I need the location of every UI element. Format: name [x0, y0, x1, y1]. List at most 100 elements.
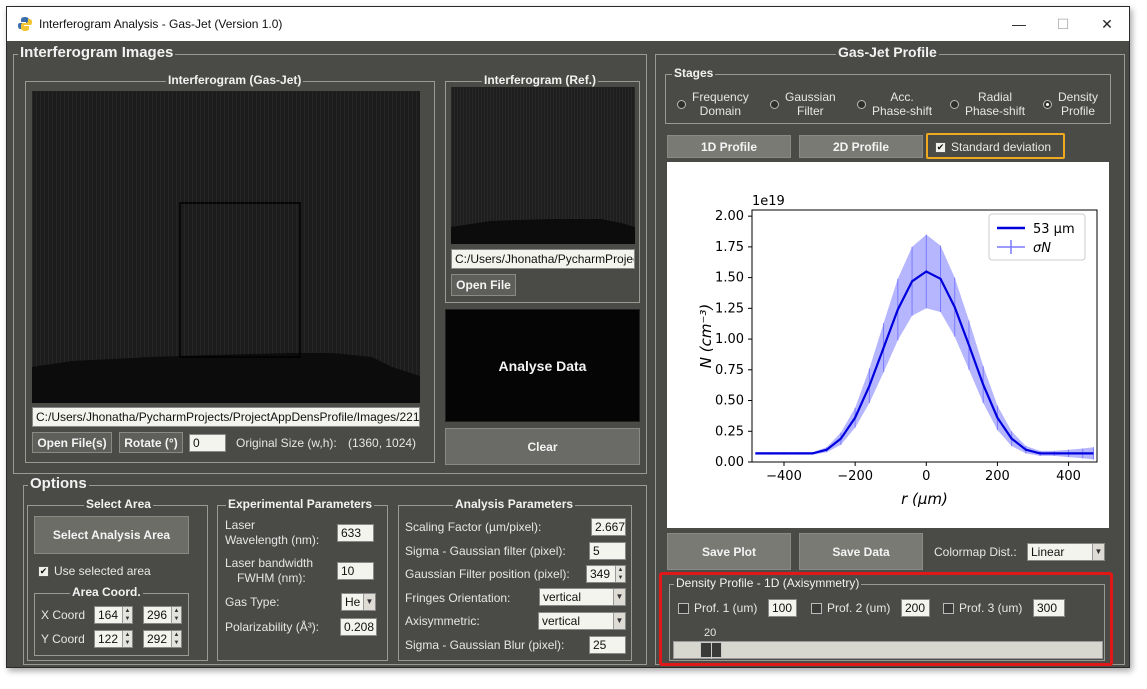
clear-button[interactable]: Clear: [445, 428, 640, 465]
x-coord-label: X Coord: [41, 608, 86, 622]
prof1-checkbox[interactable]: Prof. 1 (um): [678, 601, 757, 615]
prof1-check-icon: [678, 602, 689, 614]
open-files-button[interactable]: Open File(s): [32, 432, 112, 453]
interferogram-images-title: Interferogram Images: [18, 44, 176, 61]
chevron-down-icon: ▼: [613, 589, 625, 605]
legend-box: [988, 213, 1086, 261]
profile-slider-handle[interactable]: [700, 642, 722, 659]
stage-density-profile-radio[interactable]: Density Profile: [1043, 90, 1098, 118]
python-app-icon: [18, 17, 32, 31]
prof3-field[interactable]: 300: [1033, 599, 1065, 617]
ref-interferogram-image[interactable]: [451, 87, 635, 244]
original-size-label: Original Size (w,h):: [236, 436, 337, 450]
fringes-orientation-select[interactable]: vertical ▼: [539, 588, 626, 606]
legend-label-series: 53 µm: [1033, 222, 1075, 237]
polarizability-field[interactable]: 0.208: [340, 618, 377, 636]
prof1-field[interactable]: 100: [768, 599, 797, 617]
use-selected-area-checkbox[interactable]: ✔ Use selected area: [38, 564, 151, 578]
stage-gaussian-filter-radio[interactable]: Gaussian Filter: [770, 90, 836, 118]
standard-deviation-checkbox[interactable]: ✔ Standard deviation: [935, 140, 1051, 154]
gas-type-select[interactable]: He ▼: [341, 593, 376, 611]
y-tick-label: 0.75: [715, 363, 744, 378]
scaling-factor-field[interactable]: 2.667: [591, 518, 626, 536]
gasjet-profile-title: Gas-Jet Profile: [836, 44, 939, 60]
minimize-icon[interactable]: —: [1012, 16, 1026, 32]
standard-deviation-highlight: [926, 133, 1065, 159]
density-profile-1d-title: Density Profile - 1D (Axisymmetry): [674, 576, 862, 590]
radio-dot-icon: [950, 99, 959, 109]
x-axis-label: r (µm): [901, 490, 948, 508]
y-tick-label: 0.50: [715, 394, 744, 409]
stage-radial-phase-shift-radio[interactable]: Radial Phase-shift: [950, 90, 1025, 118]
prof3-checkbox[interactable]: Prof. 3 (um): [943, 601, 1022, 615]
y-coord-max-spinner[interactable]: 292 ▲ ▼: [143, 630, 182, 648]
density-series-line: [755, 270, 1094, 455]
sigma-gaussian-blur-field[interactable]: 25: [589, 636, 626, 654]
experimental-parameters-group: Experimental Parameters: [217, 497, 388, 661]
gasjet-path-field[interactable]: C:/Users/Jhonatha/PycharmProjects/Projec…: [32, 407, 420, 427]
standard-deviation-check-icon: ✔: [935, 141, 946, 153]
analyse-data-button[interactable]: Analyse Data: [445, 309, 640, 422]
stages-title: Stages: [672, 66, 716, 80]
stages-group: Stages: [665, 66, 1111, 124]
axisymmetric-select[interactable]: vertical ▼: [538, 612, 626, 630]
prof2-checkbox[interactable]: Prof. 2 (um): [811, 601, 890, 615]
title-bar: Interferogram Analysis - Gas-Jet (Versio…: [7, 7, 1129, 41]
x-tick-label: 200: [985, 469, 1010, 484]
use-selected-area-check-icon: ✔: [38, 565, 49, 577]
rotate-angle-field[interactable]: 0: [189, 434, 226, 452]
bandwidth-label-2: FWHM (nm):: [237, 571, 306, 585]
prof1-label: Prof. 1 (um): [694, 601, 758, 615]
x-tick-label: 400: [1056, 469, 1081, 484]
prof2-field[interactable]: 200: [901, 599, 930, 617]
chevron-down-icon: ▼: [363, 594, 375, 610]
y-coord-label: Y Coord: [41, 632, 85, 646]
area-coord-title: Area Coord.: [70, 585, 143, 599]
experimental-parameters-title: Experimental Parameters: [226, 497, 375, 511]
y-tick-label: 0.00: [715, 455, 744, 470]
gasjet-image-graphic: [32, 91, 420, 403]
y-coord-min-spinner[interactable]: 122 ▲ ▼: [94, 630, 133, 648]
density-plot-area[interactable]: −400 −200 0 200 400 0.00 0.25 0.50 0.75 1.00 1.25 1…: [667, 162, 1109, 528]
2d-profile-button[interactable]: 2D Profile: [799, 135, 923, 158]
scaling-factor-label: Scaling Factor (µm/pixel):: [405, 520, 542, 534]
gasjet-interferogram-image[interactable]: [32, 91, 420, 403]
radio-dot-selected-icon: [1043, 99, 1052, 109]
profile-slider-track[interactable]: [673, 641, 1103, 659]
y-tick-label: 0.25: [715, 424, 744, 439]
sigma-gaussian-filter-field[interactable]: 5: [589, 542, 626, 560]
analysis-parameters-title: Analysis Parameters: [453, 497, 576, 511]
wavelength-label-1: Laser: [225, 518, 256, 532]
gaussian-filter-position-spinner[interactable]: 349 ▲ ▼: [586, 565, 626, 583]
y-offset-label: 1e19: [752, 194, 785, 209]
close-icon[interactable]: ✕: [1101, 15, 1113, 32]
save-data-button[interactable]: Save Data: [799, 533, 923, 570]
colormap-dist-select[interactable]: Linear ▼: [1027, 543, 1105, 561]
area-coord-group: Area Coord.: [34, 585, 189, 656]
prof2-label: Prof. 2 (um): [827, 601, 891, 615]
chevron-down-icon: ▼: [1092, 544, 1104, 560]
analysis-parameters-group: Analysis Parameters: [398, 497, 632, 661]
ref-group: Interferogram (Ref.): [445, 73, 640, 303]
open-file-button[interactable]: Open File: [451, 274, 516, 296]
wavelength-field[interactable]: 633: [337, 524, 374, 542]
rotate-button[interactable]: Rotate (°): [119, 432, 183, 453]
maximize-icon[interactable]: ☐: [1056, 15, 1070, 32]
y-axis-label: N (cm⁻³): [697, 304, 715, 368]
stage-acc-phase-shift-radio[interactable]: Acc. Phase-shift: [857, 90, 932, 118]
x-tick-label: −400: [766, 469, 802, 484]
stage-frequency-domain-radio[interactable]: Frequency Domain: [677, 90, 749, 118]
original-size-value: (1360, 1024): [348, 436, 417, 450]
bandwidth-field[interactable]: 10: [337, 562, 374, 580]
x-coord-max-spinner[interactable]: 296 ▲ ▼: [143, 606, 182, 624]
density-profile-highlight: [659, 572, 1113, 666]
save-plot-button[interactable]: Save Plot: [667, 533, 791, 570]
x-coord-min-spinner[interactable]: 164 ▲ ▼: [94, 606, 133, 624]
1d-profile-button[interactable]: 1D Profile: [667, 135, 791, 158]
y-tick-label: 2.00: [715, 209, 744, 224]
prof3-label: Prof. 3 (um): [959, 601, 1023, 615]
select-analysis-area-button[interactable]: Select Analysis Area: [34, 516, 189, 554]
ref-path-field[interactable]: C:/Users/Jhonatha/PycharmProjec: [451, 249, 635, 269]
slider-value-label: 20: [704, 627, 717, 639]
select-area-title: Select Area: [84, 497, 153, 511]
